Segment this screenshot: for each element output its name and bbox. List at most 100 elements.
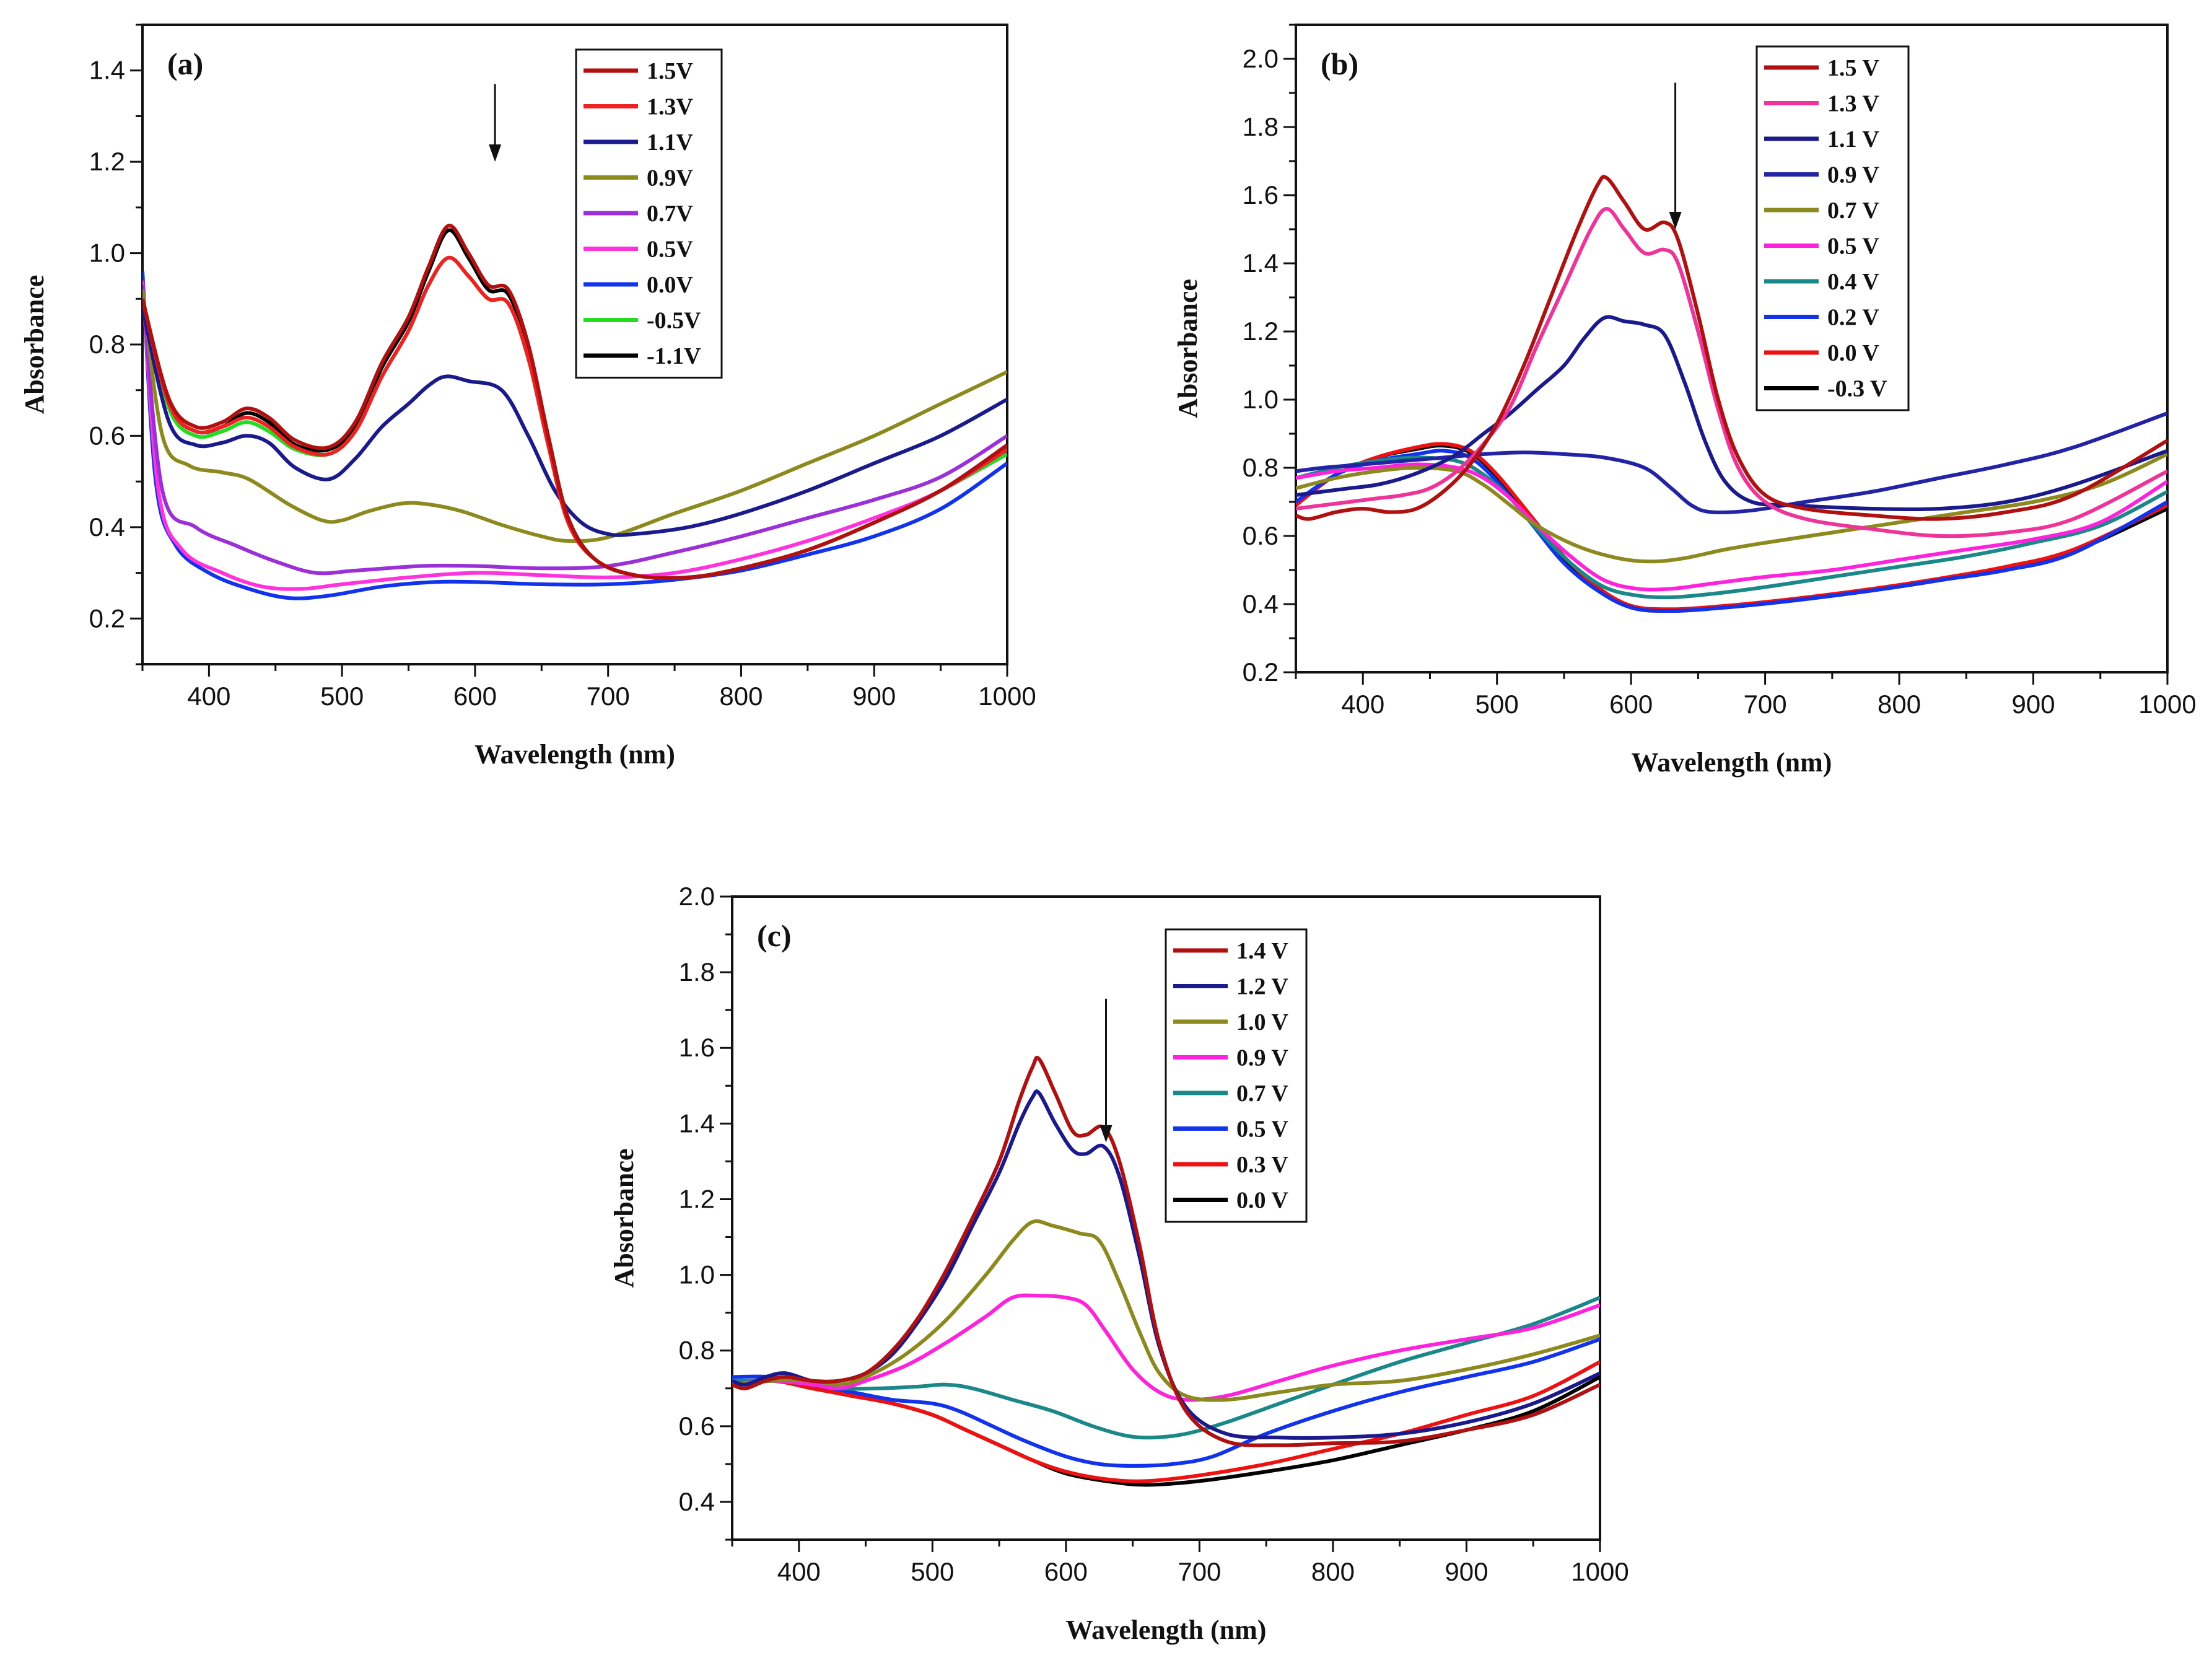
x-tick-label: 400 bbox=[777, 1557, 821, 1586]
x-tick-label: 700 bbox=[1744, 690, 1787, 719]
y-tick-label: 0.6 bbox=[89, 421, 125, 450]
y-tick-label: 0.6 bbox=[679, 1411, 715, 1441]
x-tick-label: 400 bbox=[187, 682, 230, 711]
plot-frame bbox=[731, 895, 1601, 1541]
y-tick-label: 1.4 bbox=[679, 1108, 715, 1138]
legend-label: 0.9 V bbox=[1236, 1045, 1288, 1071]
y-tick-label: 1.0 bbox=[679, 1260, 715, 1289]
y-tick-label: 0.8 bbox=[1243, 453, 1279, 482]
x-tick-label: 800 bbox=[1311, 1557, 1355, 1586]
x-tick-label: 500 bbox=[320, 682, 364, 711]
series-group bbox=[732, 1055, 1600, 1487]
legend-label: 0.9V bbox=[647, 165, 694, 191]
y-tick-label: 1.4 bbox=[89, 56, 125, 85]
series-line-0.0V bbox=[142, 271, 1007, 600]
x-tick-label: 900 bbox=[852, 682, 896, 711]
series-group bbox=[142, 224, 1007, 600]
x-tick-label: 1000 bbox=[1571, 1557, 1628, 1586]
y-tick-label: 1.2 bbox=[89, 147, 125, 176]
y-tick-label: 1.0 bbox=[89, 239, 125, 268]
y-tick-label: 1.2 bbox=[1243, 317, 1279, 346]
chart-panel-3: 400 500 600 700 800 900 1000 0.4 0.6 0.8 1.0 1.2 1.4… bbox=[609, 882, 1629, 1645]
x-tick-label: 400 bbox=[1341, 690, 1384, 719]
legend-label: 0.7 V bbox=[1236, 1081, 1288, 1107]
y-tick-label: 0.4 bbox=[1243, 589, 1279, 618]
y-tick-label: 1.4 bbox=[1243, 248, 1279, 278]
y-tick-label: 0.4 bbox=[679, 1487, 715, 1516]
series-line-0.5V bbox=[1296, 462, 2167, 592]
series-line-0.7V bbox=[732, 1296, 1600, 1440]
chart-panel-1: 400 500 600 700 800 900 1000 0.2 0.4 0.6 0.8 1.0 1.2… bbox=[19, 24, 1036, 770]
legend-label: 1.2 V bbox=[1236, 974, 1288, 1000]
y-axis-title: Absorbance bbox=[1173, 279, 1203, 418]
plot-frame bbox=[1295, 24, 2169, 674]
legend-label: 1.1 V bbox=[1827, 126, 1879, 152]
legend-label: 0.0V bbox=[647, 272, 694, 298]
legend-label: 1.4 V bbox=[1236, 938, 1288, 964]
y-tick-label: 0.8 bbox=[679, 1336, 715, 1365]
legend-label: 1.5 V bbox=[1827, 55, 1879, 81]
series-line-0.5V bbox=[142, 280, 1007, 591]
legend-label: 1.0 V bbox=[1236, 1009, 1288, 1035]
panel-label: (a) bbox=[167, 46, 203, 81]
series-line-1.5V bbox=[142, 224, 1007, 580]
arrow-head bbox=[1669, 212, 1682, 229]
series-line--1.1V bbox=[142, 228, 1007, 580]
x-tick-label: 700 bbox=[587, 682, 630, 711]
legend-label: 0.0 V bbox=[1827, 340, 1879, 366]
x-tick-label: 900 bbox=[1445, 1557, 1488, 1586]
x-tick-label: 800 bbox=[1878, 690, 1921, 719]
x-tick-label: 700 bbox=[1178, 1557, 1221, 1586]
x-axis-title: Wavelength (nm) bbox=[1632, 747, 1832, 778]
series-line-0.5V bbox=[732, 1337, 1600, 1468]
legend-label: 0.5 V bbox=[1236, 1117, 1288, 1143]
legend-label: 0.2 V bbox=[1827, 305, 1879, 331]
legend-label: 0.4 V bbox=[1827, 269, 1879, 295]
x-tick-label: 600 bbox=[1609, 690, 1653, 719]
legend-label: 0.9 V bbox=[1827, 162, 1879, 188]
legend-label: -0.3 V bbox=[1827, 376, 1887, 402]
series-line-1.3V bbox=[1296, 207, 2167, 538]
series-line-0.2V bbox=[1296, 449, 2167, 613]
legend-box bbox=[1165, 928, 1308, 1223]
legend-label: -0.5V bbox=[647, 308, 701, 334]
y-tick-label: 0.2 bbox=[89, 603, 125, 633]
legend-label: 1.1V bbox=[647, 129, 694, 156]
series-line-1.5V bbox=[1296, 175, 2167, 521]
legend-label: 1.5V bbox=[647, 58, 694, 84]
chart-panel-2: 400 500 600 700 800 900 1000 0.2 0.4 0.6 0.8 1.0 1.2… bbox=[1173, 24, 2197, 778]
x-tick-label: 900 bbox=[2011, 690, 2055, 719]
series-line-0.3V bbox=[732, 1360, 1600, 1483]
y-tick-label: 2.0 bbox=[1243, 44, 1279, 73]
x-axis-title: Wavelength (nm) bbox=[1066, 1615, 1267, 1645]
y-tick-label: 1.6 bbox=[1243, 180, 1279, 209]
legend-label: 1.3V bbox=[647, 94, 694, 120]
legend-label: 1.3 V bbox=[1827, 91, 1879, 117]
x-axis-title: Wavelength (nm) bbox=[474, 739, 675, 770]
legend-box bbox=[1755, 45, 1910, 411]
y-tick-label: 0.6 bbox=[1243, 521, 1279, 550]
y-tick-label: 0.4 bbox=[89, 512, 125, 542]
legend-label: 0.3 V bbox=[1236, 1152, 1288, 1178]
x-tick-label: 500 bbox=[911, 1557, 954, 1586]
series-line-1.0V bbox=[732, 1219, 1600, 1402]
y-tick-label: 1.2 bbox=[679, 1184, 715, 1213]
y-tick-label: 2.0 bbox=[679, 882, 715, 911]
x-tick-label: 600 bbox=[453, 682, 497, 711]
y-tick-label: 1.8 bbox=[1243, 112, 1279, 141]
legend-label: 0.5V bbox=[647, 237, 694, 263]
panel-label: (b) bbox=[1321, 46, 1358, 81]
y-tick-label: 0.8 bbox=[89, 330, 125, 359]
x-tick-label: 800 bbox=[719, 682, 763, 711]
y-tick-label: 0.2 bbox=[1243, 657, 1279, 687]
y-axis-title: Absorbance bbox=[609, 1149, 639, 1288]
legend-label: -1.1V bbox=[647, 343, 701, 369]
x-tick-label: 500 bbox=[1475, 690, 1519, 719]
panel-label: (c) bbox=[757, 918, 792, 953]
legend-label: 0.5 V bbox=[1827, 234, 1879, 260]
arrow-head bbox=[489, 144, 502, 162]
series-line-0.7V bbox=[142, 284, 1007, 576]
series-line-0.9V bbox=[142, 289, 1007, 543]
y-tick-label: 1.6 bbox=[679, 1033, 715, 1062]
